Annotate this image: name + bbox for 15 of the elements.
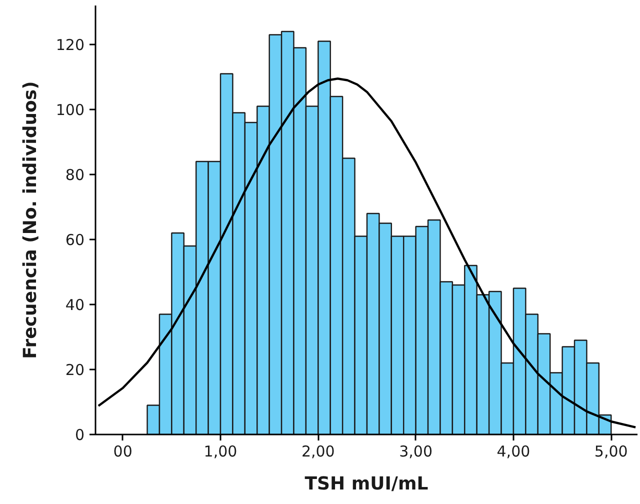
y-tick-label: 20 — [65, 361, 85, 379]
y-tick-label: 0 — [74, 426, 85, 444]
y-tick-label: 120 — [56, 36, 85, 54]
x-tick-label: 4,00 — [496, 442, 530, 460]
y-tick-label: 60 — [65, 231, 85, 249]
y-tick-label: 100 — [56, 101, 85, 119]
x-tick-label: 5,00 — [594, 442, 628, 460]
y-axis-title: Frecuencia (No. individuos) — [20, 81, 41, 359]
x-tick-label: 00 — [113, 442, 132, 460]
x-tick-label: 1,00 — [204, 442, 238, 460]
y-tick-label: 40 — [65, 296, 85, 314]
x-tick-label: 3,00 — [399, 442, 433, 460]
x-tick-label: 2,00 — [301, 442, 335, 460]
x-axis-title: TSH mUI/mL — [304, 474, 428, 494]
y-tick-label: 80 — [65, 166, 85, 184]
